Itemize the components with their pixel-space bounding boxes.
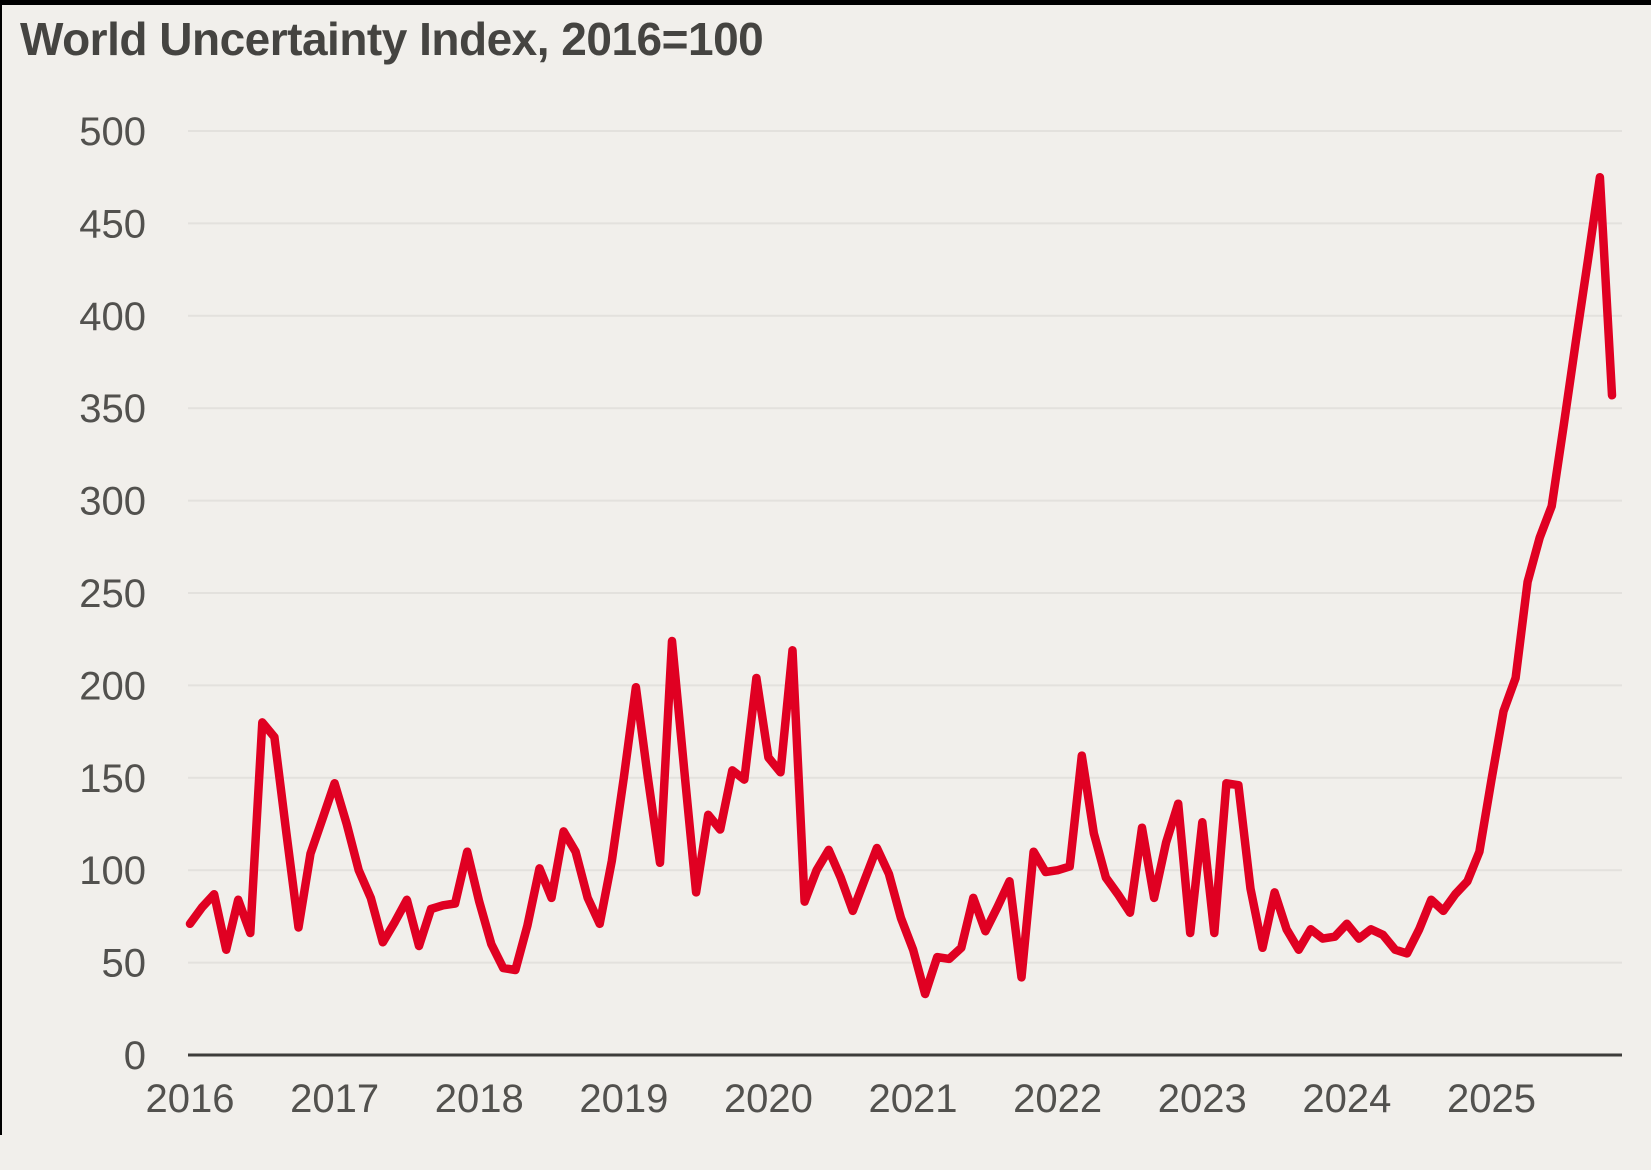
- chart-title: World Uncertainty Index, 2016=100: [20, 13, 764, 65]
- x-tick-label: 2021: [869, 1077, 958, 1121]
- x-tick-label: 2017: [290, 1077, 379, 1121]
- x-tick-label: 2023: [1158, 1077, 1247, 1121]
- x-tick-label: 2020: [724, 1077, 813, 1121]
- page-left-border: [0, 0, 2, 1135]
- y-tick-label: 450: [79, 202, 146, 246]
- y-tick-label: 350: [79, 387, 146, 431]
- y-tick-label: 500: [79, 110, 146, 154]
- x-tick-label: 2024: [1302, 1077, 1391, 1121]
- uncertainty-index-line: [185, 172, 1617, 999]
- x-tick-label: 2019: [579, 1077, 668, 1121]
- x-tick-label: 2018: [435, 1077, 524, 1121]
- page-top-border: [0, 0, 1651, 5]
- x-tick-label: 2016: [146, 1077, 235, 1121]
- x-tick-label: 2025: [1447, 1077, 1536, 1121]
- y-tick-label: 0: [124, 1034, 146, 1078]
- y-tick-label: 200: [79, 664, 146, 708]
- y-tick-label: 50: [102, 942, 147, 986]
- y-tick-label: 250: [79, 572, 146, 616]
- y-tick-label: 150: [79, 757, 146, 801]
- y-tick-label: 300: [79, 480, 146, 524]
- y-tick-label: 400: [79, 295, 146, 339]
- y-tick-label: 100: [79, 849, 146, 893]
- x-tick-label: 2022: [1013, 1077, 1102, 1121]
